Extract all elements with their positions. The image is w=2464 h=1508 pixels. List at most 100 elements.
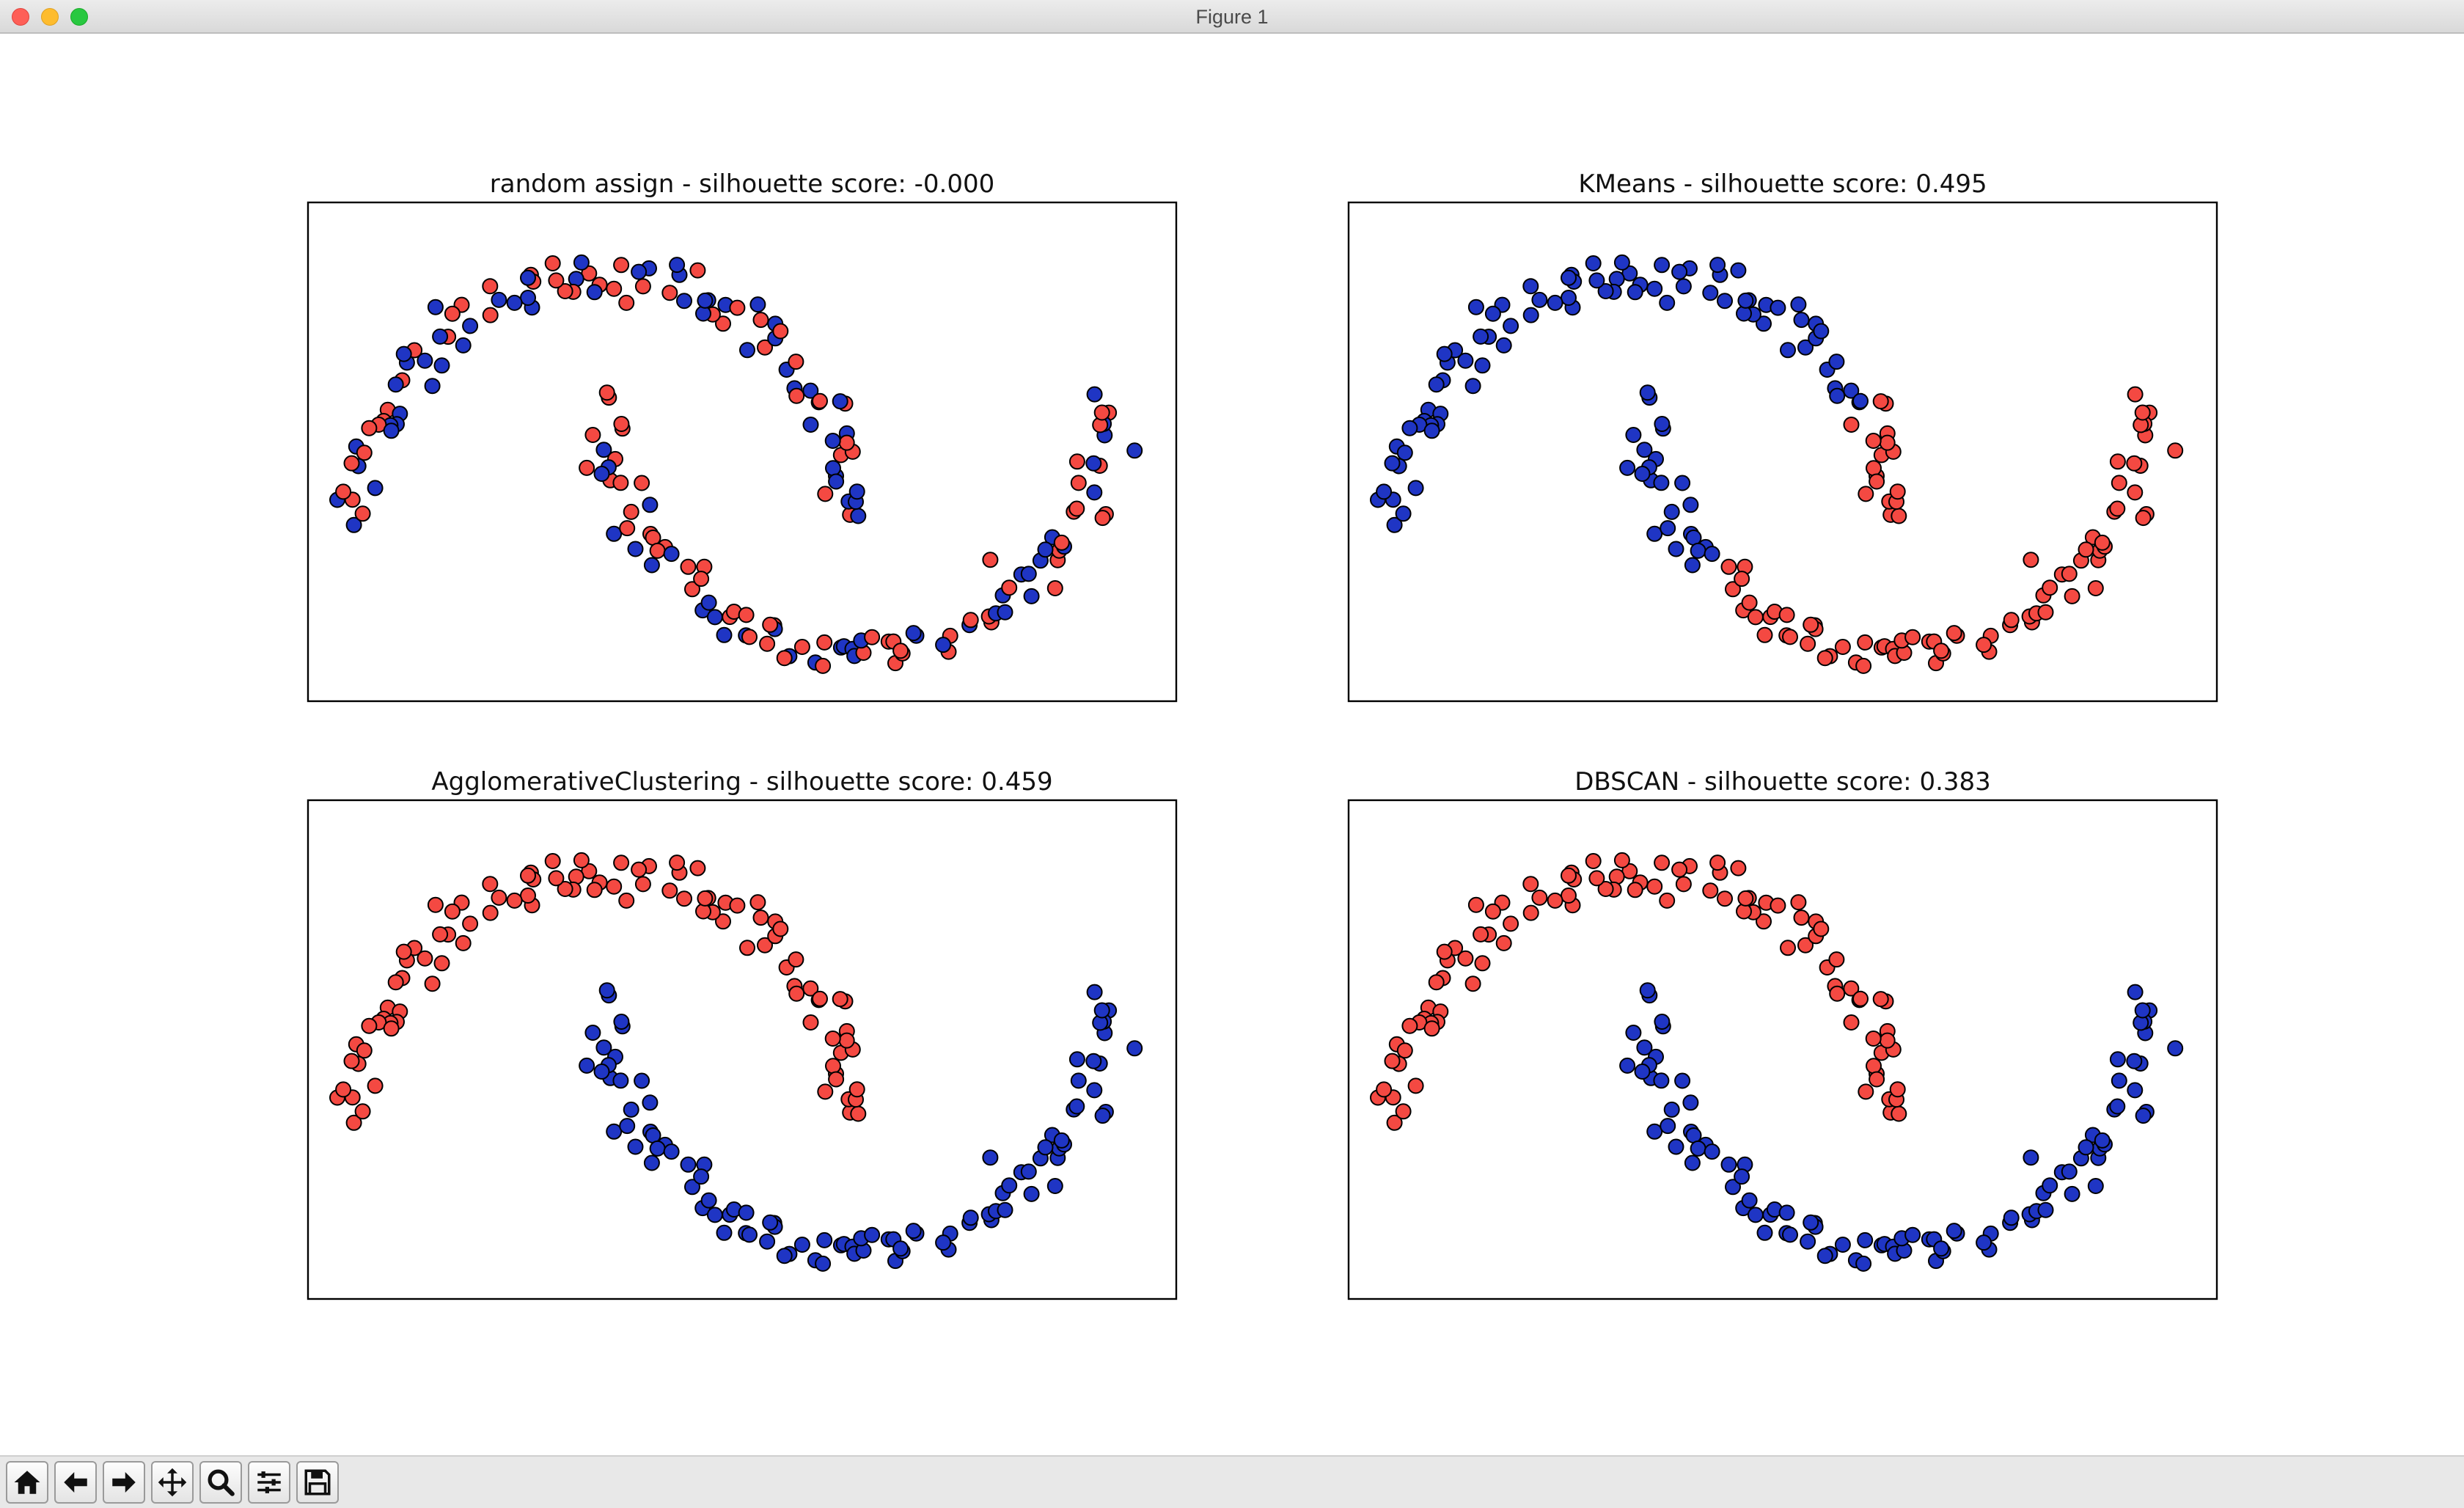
scatter-point bbox=[612, 1072, 629, 1089]
close-window-button[interactable] bbox=[12, 8, 29, 26]
scatter-point bbox=[427, 299, 444, 315]
scatter-point bbox=[627, 1138, 644, 1155]
scatter-point bbox=[1613, 254, 1630, 271]
scatter-point bbox=[1756, 1224, 1773, 1241]
scatter-point bbox=[762, 616, 779, 633]
scatter-point bbox=[1070, 475, 1087, 491]
scatter-point bbox=[557, 283, 573, 299]
scatter-point bbox=[433, 357, 450, 374]
scatter-point bbox=[1690, 542, 1706, 559]
scatter-point bbox=[1834, 639, 1851, 655]
scatter-point bbox=[2087, 580, 2104, 596]
scatter-point bbox=[595, 442, 612, 458]
scatter-point bbox=[1654, 854, 1671, 871]
scatter-point bbox=[1407, 480, 1424, 497]
scatter-point bbox=[850, 508, 867, 524]
scatter-point bbox=[1793, 312, 1810, 329]
scatter-point bbox=[1093, 1002, 1110, 1019]
minimize-window-button[interactable] bbox=[41, 8, 59, 26]
scatter-point bbox=[2111, 475, 2127, 491]
scatter-point bbox=[1068, 453, 1085, 470]
scatter-point bbox=[1654, 1014, 1671, 1030]
scatter-point bbox=[716, 1224, 733, 1241]
scatter-point bbox=[2135, 1108, 2152, 1124]
scatter-point bbox=[684, 1179, 700, 1196]
scatter-point bbox=[1484, 305, 1501, 322]
scatter-point bbox=[2042, 1177, 2058, 1194]
axes-frame bbox=[1347, 201, 2218, 703]
scatter-point bbox=[1053, 1132, 1070, 1149]
axes-frame bbox=[1347, 799, 2218, 1300]
back-button[interactable] bbox=[54, 1461, 97, 1504]
configure-subplots-button[interactable] bbox=[248, 1461, 290, 1504]
scatter-point bbox=[752, 312, 769, 329]
scatter-point bbox=[1933, 1240, 1950, 1257]
scatter-point bbox=[593, 1064, 610, 1080]
scatter-point bbox=[1395, 1103, 1412, 1120]
scatter-point bbox=[520, 867, 536, 884]
scatter-point bbox=[606, 878, 623, 895]
scatter-point bbox=[642, 497, 659, 513]
scatter-point bbox=[1737, 292, 1754, 309]
scatter-point bbox=[383, 1020, 400, 1037]
scatter-point bbox=[1474, 955, 1491, 972]
scatter-point bbox=[832, 393, 848, 410]
save-button[interactable] bbox=[296, 1461, 339, 1504]
scatter-point bbox=[680, 1156, 697, 1173]
scatter-point bbox=[935, 1234, 952, 1251]
scatter-point bbox=[752, 909, 769, 926]
scatter-point bbox=[613, 257, 630, 274]
pan-button[interactable] bbox=[151, 1461, 194, 1504]
scatter-point bbox=[1976, 637, 1992, 654]
scatter-point bbox=[1756, 913, 1772, 930]
scatter-point bbox=[2126, 455, 2143, 472]
scatter-point bbox=[824, 1031, 841, 1047]
scatter-point bbox=[1126, 1040, 1143, 1057]
scatter-point bbox=[1660, 1118, 1676, 1135]
scatter-point bbox=[1675, 876, 1692, 893]
scatter-point bbox=[1690, 1140, 1706, 1157]
scatter-point bbox=[680, 558, 697, 575]
scatter-point bbox=[417, 950, 433, 967]
scatter-point bbox=[613, 416, 630, 432]
configure-subplots-icon bbox=[257, 1471, 281, 1493]
scatter-point bbox=[2127, 484, 2144, 501]
scatter-point bbox=[1634, 466, 1651, 482]
scatter-point bbox=[417, 352, 433, 369]
scatter-point bbox=[623, 503, 639, 520]
scatter-point bbox=[643, 1154, 660, 1171]
scatter-point bbox=[1682, 1094, 1699, 1111]
scatter-point bbox=[1386, 1114, 1403, 1131]
forward-button[interactable] bbox=[103, 1461, 145, 1504]
maximize-window-button[interactable] bbox=[70, 8, 88, 26]
scatter-point bbox=[1068, 1051, 1085, 1068]
scatter-point bbox=[2127, 386, 2144, 403]
zoom-button[interactable] bbox=[199, 1461, 242, 1504]
scatter-point bbox=[706, 609, 723, 626]
scatter-point bbox=[824, 433, 841, 449]
scatter-point bbox=[1889, 1081, 1906, 1098]
scatter-point bbox=[1702, 882, 1719, 899]
scatter-point bbox=[905, 1223, 922, 1240]
scatter-point bbox=[1659, 892, 1676, 909]
scatter-point bbox=[383, 422, 400, 439]
scatter-point bbox=[1730, 262, 1747, 279]
scatter-point bbox=[1522, 307, 1539, 323]
scatter-point bbox=[1547, 892, 1563, 909]
scatter-point bbox=[1053, 534, 1070, 551]
scatter-point bbox=[1816, 650, 1833, 667]
scatter-point bbox=[864, 629, 881, 645]
home-button[interactable] bbox=[6, 1461, 48, 1504]
scatter-point bbox=[802, 382, 819, 399]
scatter-point bbox=[815, 657, 832, 674]
scatter-point bbox=[1636, 1039, 1653, 1056]
scatter-point bbox=[1484, 903, 1501, 920]
scatter-point bbox=[606, 1123, 623, 1140]
scatter-point bbox=[345, 1114, 362, 1131]
scatter-point bbox=[1904, 629, 1921, 645]
scatter-point bbox=[715, 315, 731, 332]
scatter-point bbox=[1668, 1138, 1684, 1155]
scatter-point bbox=[462, 318, 479, 334]
scatter-point bbox=[817, 1083, 834, 1100]
scatter-point bbox=[1046, 1178, 1063, 1194]
